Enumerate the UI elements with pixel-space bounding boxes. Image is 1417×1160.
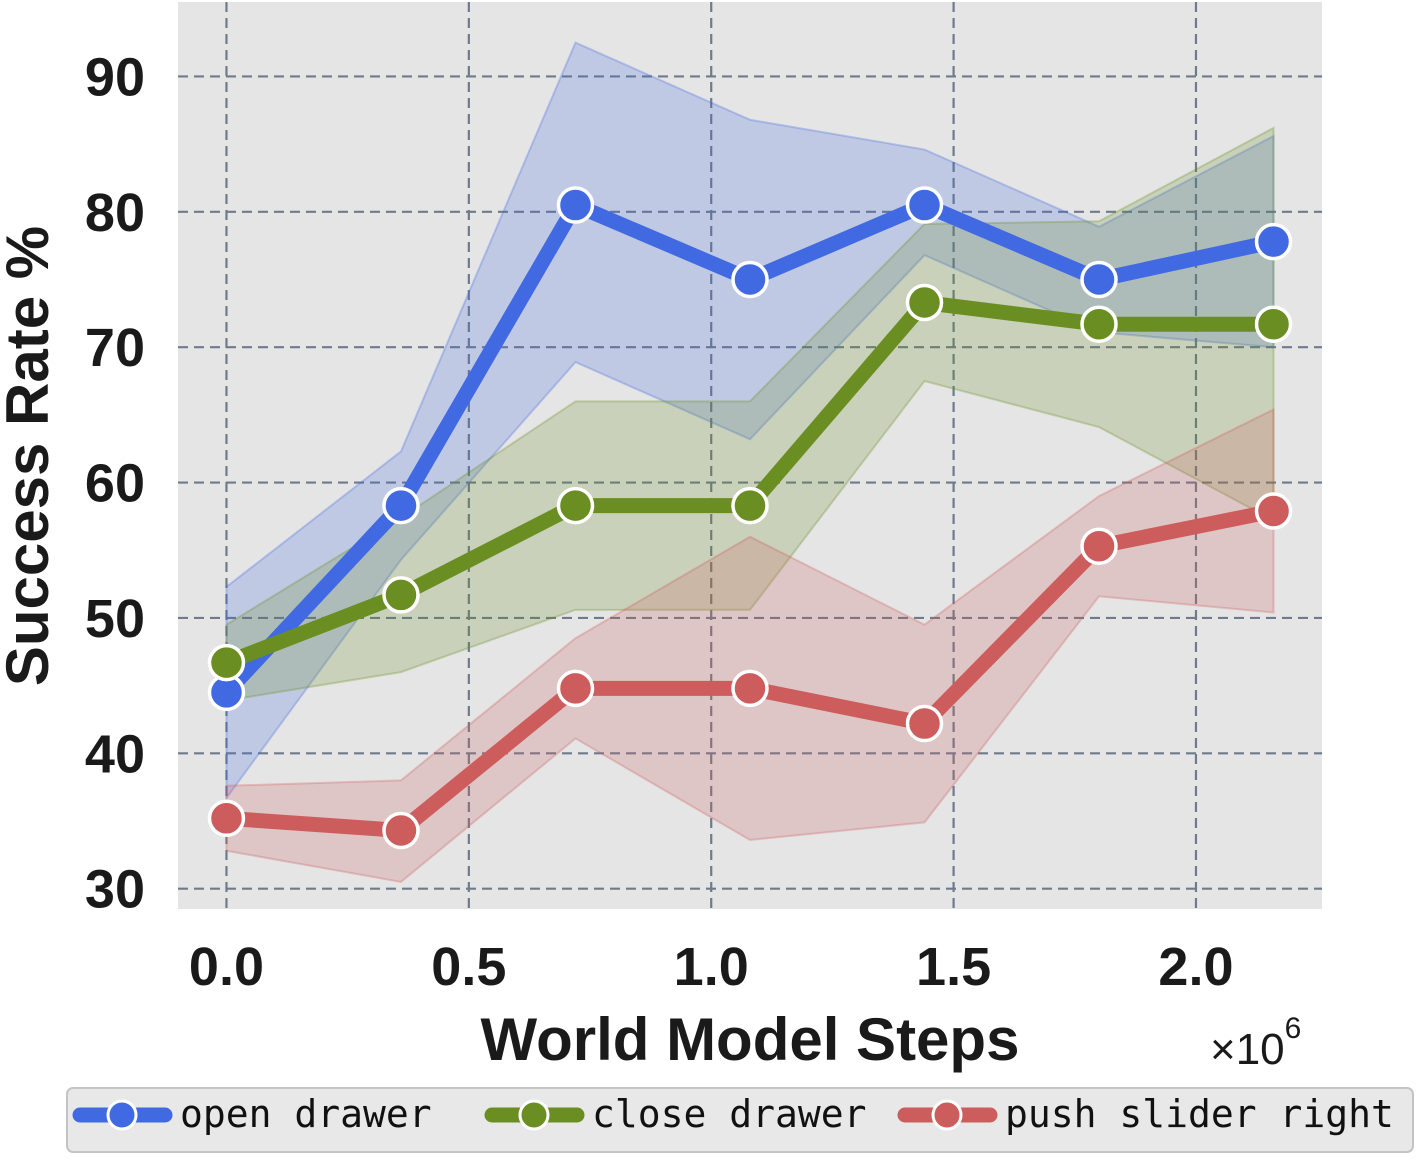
point-push-slider-right-5 [1080,527,1118,565]
point-open-drawer-5 [1080,260,1118,299]
x-multiplier: ×106 [1210,1012,1301,1074]
x-tick-labels: 0.0 0.5 1.0 1.5 2.0 [189,937,1234,997]
x-multiplier-exponent: 6 [1285,1012,1302,1045]
y-tick-labels: 30 40 50 60 70 80 90 [85,47,145,919]
legend-label-close-drawer: close drawer [592,1092,867,1136]
point-open-drawer-4 [905,186,944,224]
point-push-slider-right-6 [1254,492,1293,530]
point-push-slider-right-2 [556,669,595,708]
point-push-slider-right-4 [905,704,944,743]
y-tick-30: 30 [85,860,145,920]
point-close-drawer-5 [1080,305,1118,343]
grid [178,2,1322,909]
point-open-drawer-3 [731,260,769,299]
point-open-drawer-6 [1254,222,1293,261]
point-close-drawer-4 [905,283,944,322]
x-tick-0.0: 0.0 [189,937,264,997]
legend-marker-open-drawer [106,1099,138,1131]
point-close-drawer-3 [731,486,769,525]
y-tick-60: 60 [85,454,145,514]
point-close-drawer-0 [207,643,246,682]
point-close-drawer-2 [556,486,595,525]
series-markers [207,186,1293,850]
y-axis-label: Success Rate % [0,226,61,686]
point-push-slider-right-0 [207,799,246,838]
legend-box [66,1087,1414,1153]
y-tick-80: 80 [85,183,145,243]
x-axis-label: World Model Steps [481,1006,1020,1073]
legend-label-push-slider-right: push slider right [1005,1092,1394,1136]
y-tick-40: 40 [85,724,145,784]
legend-marker-close-drawer [518,1099,550,1131]
point-close-drawer-6 [1254,305,1293,343]
legend: open drawer close drawer push slider right [66,1087,1414,1153]
band-open-drawer [225,41,1275,802]
legend-items: open drawer close drawer push slider right [72,1092,1394,1136]
x-tick-2.0: 2.0 [1158,937,1233,997]
point-close-drawer-1 [382,576,420,614]
legend-label-open-drawer: open drawer [180,1092,432,1136]
point-open-drawer-1 [382,486,420,525]
x-tick-0.5: 0.5 [431,937,506,997]
point-open-drawer-2 [556,186,595,224]
x-tick-1.0: 1.0 [674,937,749,997]
legend-marker-push-slider-right [931,1099,963,1131]
point-push-slider-right-1 [382,811,420,850]
point-push-slider-right-3 [731,669,769,708]
x-multiplier-base: ×10 [1210,1025,1285,1074]
y-tick-50: 50 [85,589,145,649]
y-tick-90: 90 [85,47,145,107]
y-tick-70: 70 [85,318,145,378]
x-tick-1.5: 1.5 [916,937,991,997]
plot-background [178,2,1322,909]
